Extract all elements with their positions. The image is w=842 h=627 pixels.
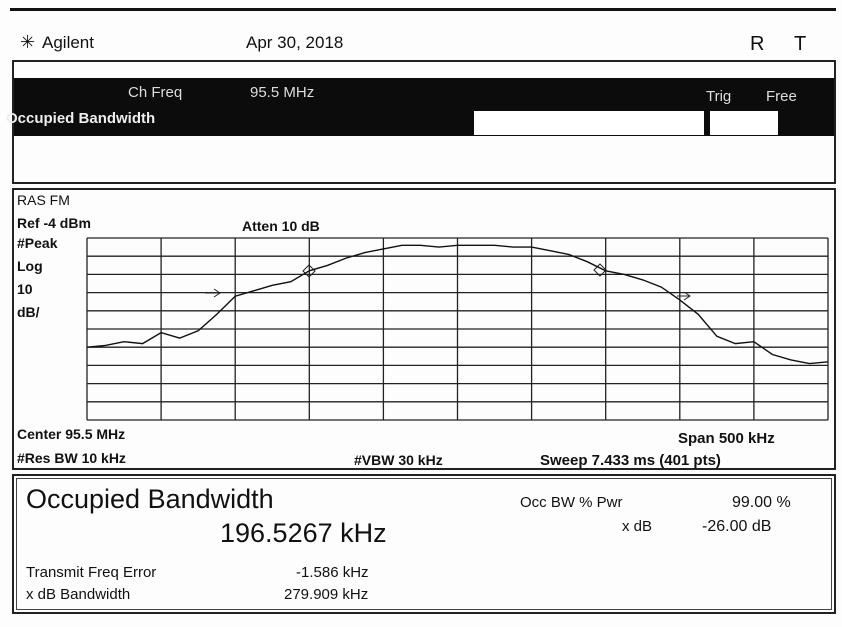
ref-level: Ref -4 dBm: [17, 215, 91, 231]
mode: Occupied Bandwidth: [6, 110, 156, 127]
center: Center 95.5 MHz: [17, 426, 126, 442]
pwr-label: Occ BW % Pwr: [520, 494, 623, 511]
logo-star: ✳: [20, 32, 36, 52]
results-inner: [16, 478, 832, 610]
results-title: Occupied Bandwidth: [26, 484, 274, 514]
xdbbw: 279.909 kHz: [284, 586, 369, 603]
results-frame: [12, 474, 836, 614]
atten: Atten 10 dB: [242, 218, 320, 234]
flag: T: [794, 33, 807, 55]
brand: Agilent: [42, 33, 94, 52]
xdbbw-label: x dB Bandwidth: [26, 586, 131, 603]
tfe: -1.586 kHz: [296, 564, 369, 581]
tfe-label: Transmit Freq Error: [26, 564, 157, 581]
trig-label: Trig: [706, 88, 732, 105]
flag: R: [750, 33, 765, 55]
ch-freq: 95.5 MHz: [250, 84, 315, 101]
scale: 10: [17, 281, 33, 297]
pwr: 99.00 %: [732, 494, 791, 511]
scale: dB/: [17, 304, 40, 320]
plot-name: RAS FM: [17, 192, 70, 208]
trig: Free: [766, 88, 797, 105]
marker-arrow: [205, 288, 221, 298]
plot-frame: [12, 188, 836, 470]
status-frame: [12, 60, 836, 184]
marker-arrow: [677, 291, 691, 301]
detector: #Peak: [17, 235, 58, 251]
vbw: #VBW 30 kHz: [354, 452, 443, 468]
results-value: 196.5267 kHz: [220, 518, 387, 548]
scale: Log: [17, 258, 43, 274]
sweep: Sweep 7.433 ms (401 pts): [540, 452, 721, 469]
trace: [86, 244, 829, 365]
xdb: -26.00 dB: [702, 518, 772, 535]
marker-diamond: [593, 263, 607, 277]
top-rule: [10, 8, 836, 11]
input-box: [710, 111, 778, 135]
date: Apr 30, 2018: [246, 33, 344, 52]
ch-freq-label: Ch Freq: [128, 84, 183, 101]
rbw: #Res BW 10 kHz: [17, 450, 126, 466]
input-box: [474, 111, 704, 135]
xdb-label: x dB: [622, 518, 653, 535]
span: Span 500 kHz: [678, 430, 775, 447]
